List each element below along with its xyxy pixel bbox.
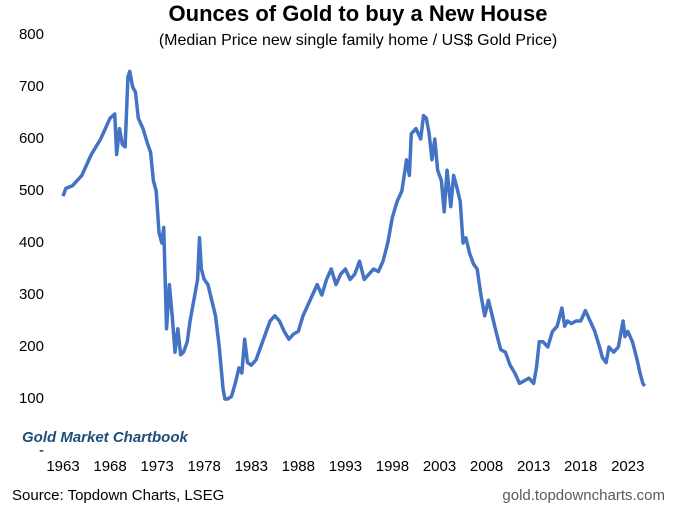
- x-tick-label: 1988: [282, 458, 315, 475]
- y-tick-label: 800: [19, 26, 44, 43]
- x-tick-label: 2003: [423, 458, 456, 475]
- x-tick-label: 1978: [188, 458, 221, 475]
- data-line: [61, 69, 647, 401]
- x-tick-label: 2008: [470, 458, 503, 475]
- y-tick-label: 700: [19, 78, 44, 95]
- x-tick-label: 1973: [140, 458, 173, 475]
- y-tick-label: -: [39, 442, 44, 459]
- x-tick-label: 1993: [329, 458, 362, 475]
- y-tick-label: 400: [19, 234, 44, 251]
- y-tick-label: 600: [19, 130, 44, 147]
- y-tick-label: 100: [19, 390, 44, 407]
- x-tick-label: 2018: [564, 458, 597, 475]
- x-tick-label: 1998: [376, 458, 409, 475]
- x-tick-label: 2013: [517, 458, 550, 475]
- x-tick-label: 2023: [611, 458, 644, 475]
- website: gold.topdowncharts.com: [502, 487, 665, 504]
- x-tick-label: 1968: [93, 458, 126, 475]
- y-tick-label: 300: [19, 286, 44, 303]
- annotation: Gold Market Chartbook: [22, 429, 189, 446]
- chart-subtitle: (Median Price new single family home / U…: [159, 32, 557, 49]
- y-tick-label: 200: [19, 338, 44, 355]
- x-tick-label: 1983: [235, 458, 268, 475]
- source: Source: Topdown Charts, LSEG: [12, 487, 224, 504]
- y-tick-label: 500: [19, 182, 44, 199]
- chart-title: Ounces of Gold to buy a New House: [169, 1, 548, 26]
- x-tick-label: 1963: [46, 458, 79, 475]
